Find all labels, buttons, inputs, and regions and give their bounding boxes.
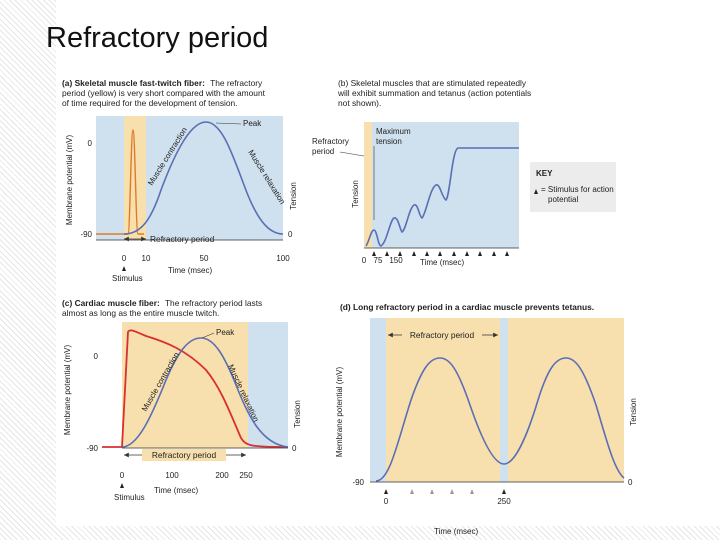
panel-c-y-right-label: Tension xyxy=(293,400,302,428)
panel-a: (a) Skeletal muscle fast-twitch fiber: T… xyxy=(62,78,298,283)
panel-c-refractory-label: Refractory period xyxy=(152,450,217,460)
panel-b-key-stimulus-icon xyxy=(534,189,538,194)
panel-b-max-tension-1: Maximum xyxy=(376,127,411,136)
panel-a-caption-2: period (yellow) is very short compared w… xyxy=(62,88,266,98)
panel-b-refractory-label-1: Refractory xyxy=(312,137,349,146)
panel-b-x-tick-150: 150 xyxy=(389,256,403,265)
panel-a-twitch-curve xyxy=(123,121,284,235)
panel-c-x-tick-200: 200 xyxy=(215,471,229,480)
panel-a-x-tick-100: 100 xyxy=(276,254,290,263)
panel-d-x-label: Time (msec) xyxy=(434,527,478,536)
panel-c-y-left-label: Membrane potential (mV) xyxy=(63,345,72,436)
panel-a-tick-0: 0 xyxy=(88,139,93,148)
panel-b-x-label: Time (msec) xyxy=(420,258,464,267)
panel-c-x-label: Time (msec) xyxy=(154,486,198,495)
panel-c-x-tick-100: 100 xyxy=(165,471,179,480)
panel-a-stimulus-arrow xyxy=(122,266,126,271)
panel-d-y-right-label: Tension xyxy=(629,398,638,426)
panel-c-peak-label: Peak xyxy=(216,328,235,337)
panel-a-x-tick-50: 50 xyxy=(200,254,209,263)
panel-a-y-right-label: Tension xyxy=(289,182,298,210)
panel-c-x-tick-0: 0 xyxy=(120,471,125,480)
panel-b: (b) Skeletal muscles that are stimulated… xyxy=(312,78,616,267)
panel-d-x-tick-0: 0 xyxy=(384,497,389,506)
panel-a-tick-m90: -90 xyxy=(80,230,92,239)
panel-c-tick-right-0: 0 xyxy=(292,444,297,453)
panel-b-key-title: KEY xyxy=(536,169,553,178)
panel-b-x-tick-75: 75 xyxy=(374,256,383,265)
panel-d-tick-m90: -90 xyxy=(352,478,364,487)
panel-a-caption-1: (a) Skeletal muscle fast-twitch fiber: T… xyxy=(62,78,263,88)
panel-b-x-tick-0: 0 xyxy=(362,256,367,265)
panel-a-peak-label: Peak xyxy=(243,119,262,128)
panel-b-stimulus-markers xyxy=(372,251,509,256)
panel-b-caption-2: will exhibit summation and tetanus (acti… xyxy=(337,88,531,98)
panel-c-twitch-curve xyxy=(121,337,289,448)
panel-d-tick-right-0: 0 xyxy=(628,478,633,487)
panel-c-refractory-band xyxy=(122,322,248,448)
panel-c-stimulus-arrow xyxy=(120,483,124,488)
panel-a-x-label: Time (msec) xyxy=(168,266,212,275)
panel-a-stimulus-label: Stimulus xyxy=(112,274,143,283)
panel-b-max-tension-2: tension xyxy=(376,137,402,146)
panel-b-caption-1: (b) Skeletal muscles that are stimulated… xyxy=(338,78,527,88)
panel-b-refractory-band xyxy=(364,122,372,248)
panel-b-summation-curve xyxy=(365,147,519,247)
panel-d-x-tick-250: 250 xyxy=(497,497,511,506)
panel-d-caption: (d) Long refractory period in a cardiac … xyxy=(340,302,594,312)
panel-a-tick-right-0: 0 xyxy=(288,230,293,239)
slide-left-texture xyxy=(0,0,56,540)
panel-a-x-tick-0: 0 xyxy=(122,254,127,263)
refractory-figure: (a) Skeletal muscle fast-twitch fiber: T… xyxy=(62,78,638,536)
panel-b-key-line-1: = Stimulus for action xyxy=(541,185,614,194)
panel-b-refractory-label-2: period xyxy=(312,147,334,156)
panel-a-y-left-label: Membrane potential (mV) xyxy=(65,135,74,226)
panel-a-caption-3: of time required for the development of … xyxy=(62,98,238,108)
panel-d: (d) Long refractory period in a cardiac … xyxy=(335,302,638,536)
panel-d-tension-curve xyxy=(375,357,625,482)
panel-c-action-potential xyxy=(102,329,289,448)
panel-d-refractory-label: Refractory period xyxy=(410,330,475,340)
panel-d-blue-band-mid xyxy=(500,318,508,482)
panel-d-blue-band-left xyxy=(370,318,386,482)
panel-c-tick-m90: -90 xyxy=(86,444,98,453)
slide-bottom-texture xyxy=(0,526,720,540)
slide-title: Refractory period xyxy=(46,22,269,54)
panel-b-y-label: Tension xyxy=(351,180,360,208)
panel-c-caption-1: (c) Cardiac muscle fiber: The refractory… xyxy=(62,298,262,308)
panel-b-caption-3: not shown). xyxy=(338,98,381,108)
panel-a-action-potential xyxy=(96,129,144,235)
panel-c-stimulus-label: Stimulus xyxy=(114,493,145,502)
panel-a-x-tick-10: 10 xyxy=(142,254,151,263)
panel-c-x-tick-250: 250 xyxy=(239,471,253,480)
panel-d-y-left-label: Membrane potential (mV) xyxy=(335,367,344,458)
panel-c-caption-2: almost as long as the entire muscle twit… xyxy=(62,308,219,318)
panel-d-plot-area xyxy=(370,318,624,482)
panel-a-refractory-label: Refractory period xyxy=(150,234,215,244)
panel-b-key-line-2: potential xyxy=(548,195,578,204)
panel-b-key xyxy=(530,162,616,212)
panel-d-stimulus-markers xyxy=(384,489,506,494)
panel-c-tick-0: 0 xyxy=(94,352,99,361)
panel-c: (c) Cardiac muscle fiber: The refractory… xyxy=(62,298,302,502)
